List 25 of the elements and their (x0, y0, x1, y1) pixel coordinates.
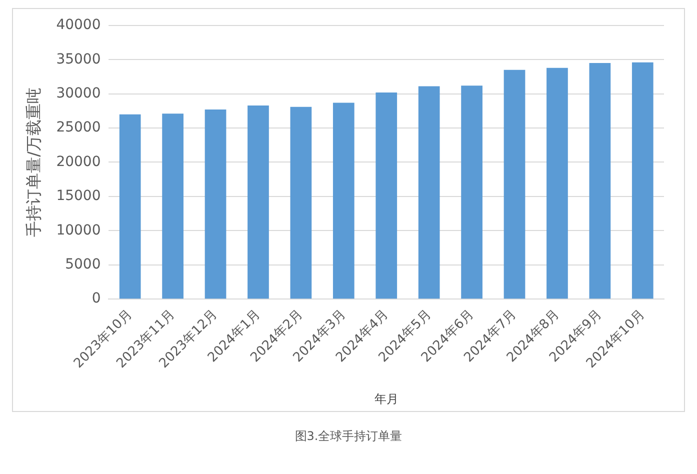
bar (461, 86, 482, 299)
bar (162, 114, 184, 299)
caption: 图3.全球手持订单量 (294, 428, 404, 445)
y-tick-label: 20000 (56, 154, 101, 170)
y-tick-label: 25000 (56, 120, 101, 136)
y-axis-title: 手持订单量/万载重吨 (24, 88, 43, 237)
bar (119, 114, 141, 299)
y-tick-label: 15000 (56, 188, 101, 204)
y-tick-label: 30000 (56, 85, 101, 102)
bar (248, 105, 269, 299)
bar (632, 62, 654, 299)
y-tick-label: 5000 (65, 256, 101, 273)
y-tick-label: 0 (92, 290, 101, 307)
x-axis-title: 年月 (374, 392, 398, 406)
bar (418, 86, 440, 299)
bar (376, 92, 398, 299)
bar (204, 110, 226, 299)
bar (332, 102, 354, 299)
bar (589, 63, 611, 299)
y-tick-label: 10000 (56, 222, 101, 238)
bar (504, 70, 526, 299)
y-tick-label: 40000 (56, 17, 101, 34)
y-tick-label: 35000 (56, 51, 101, 68)
bar (290, 106, 312, 299)
bar (546, 68, 568, 299)
